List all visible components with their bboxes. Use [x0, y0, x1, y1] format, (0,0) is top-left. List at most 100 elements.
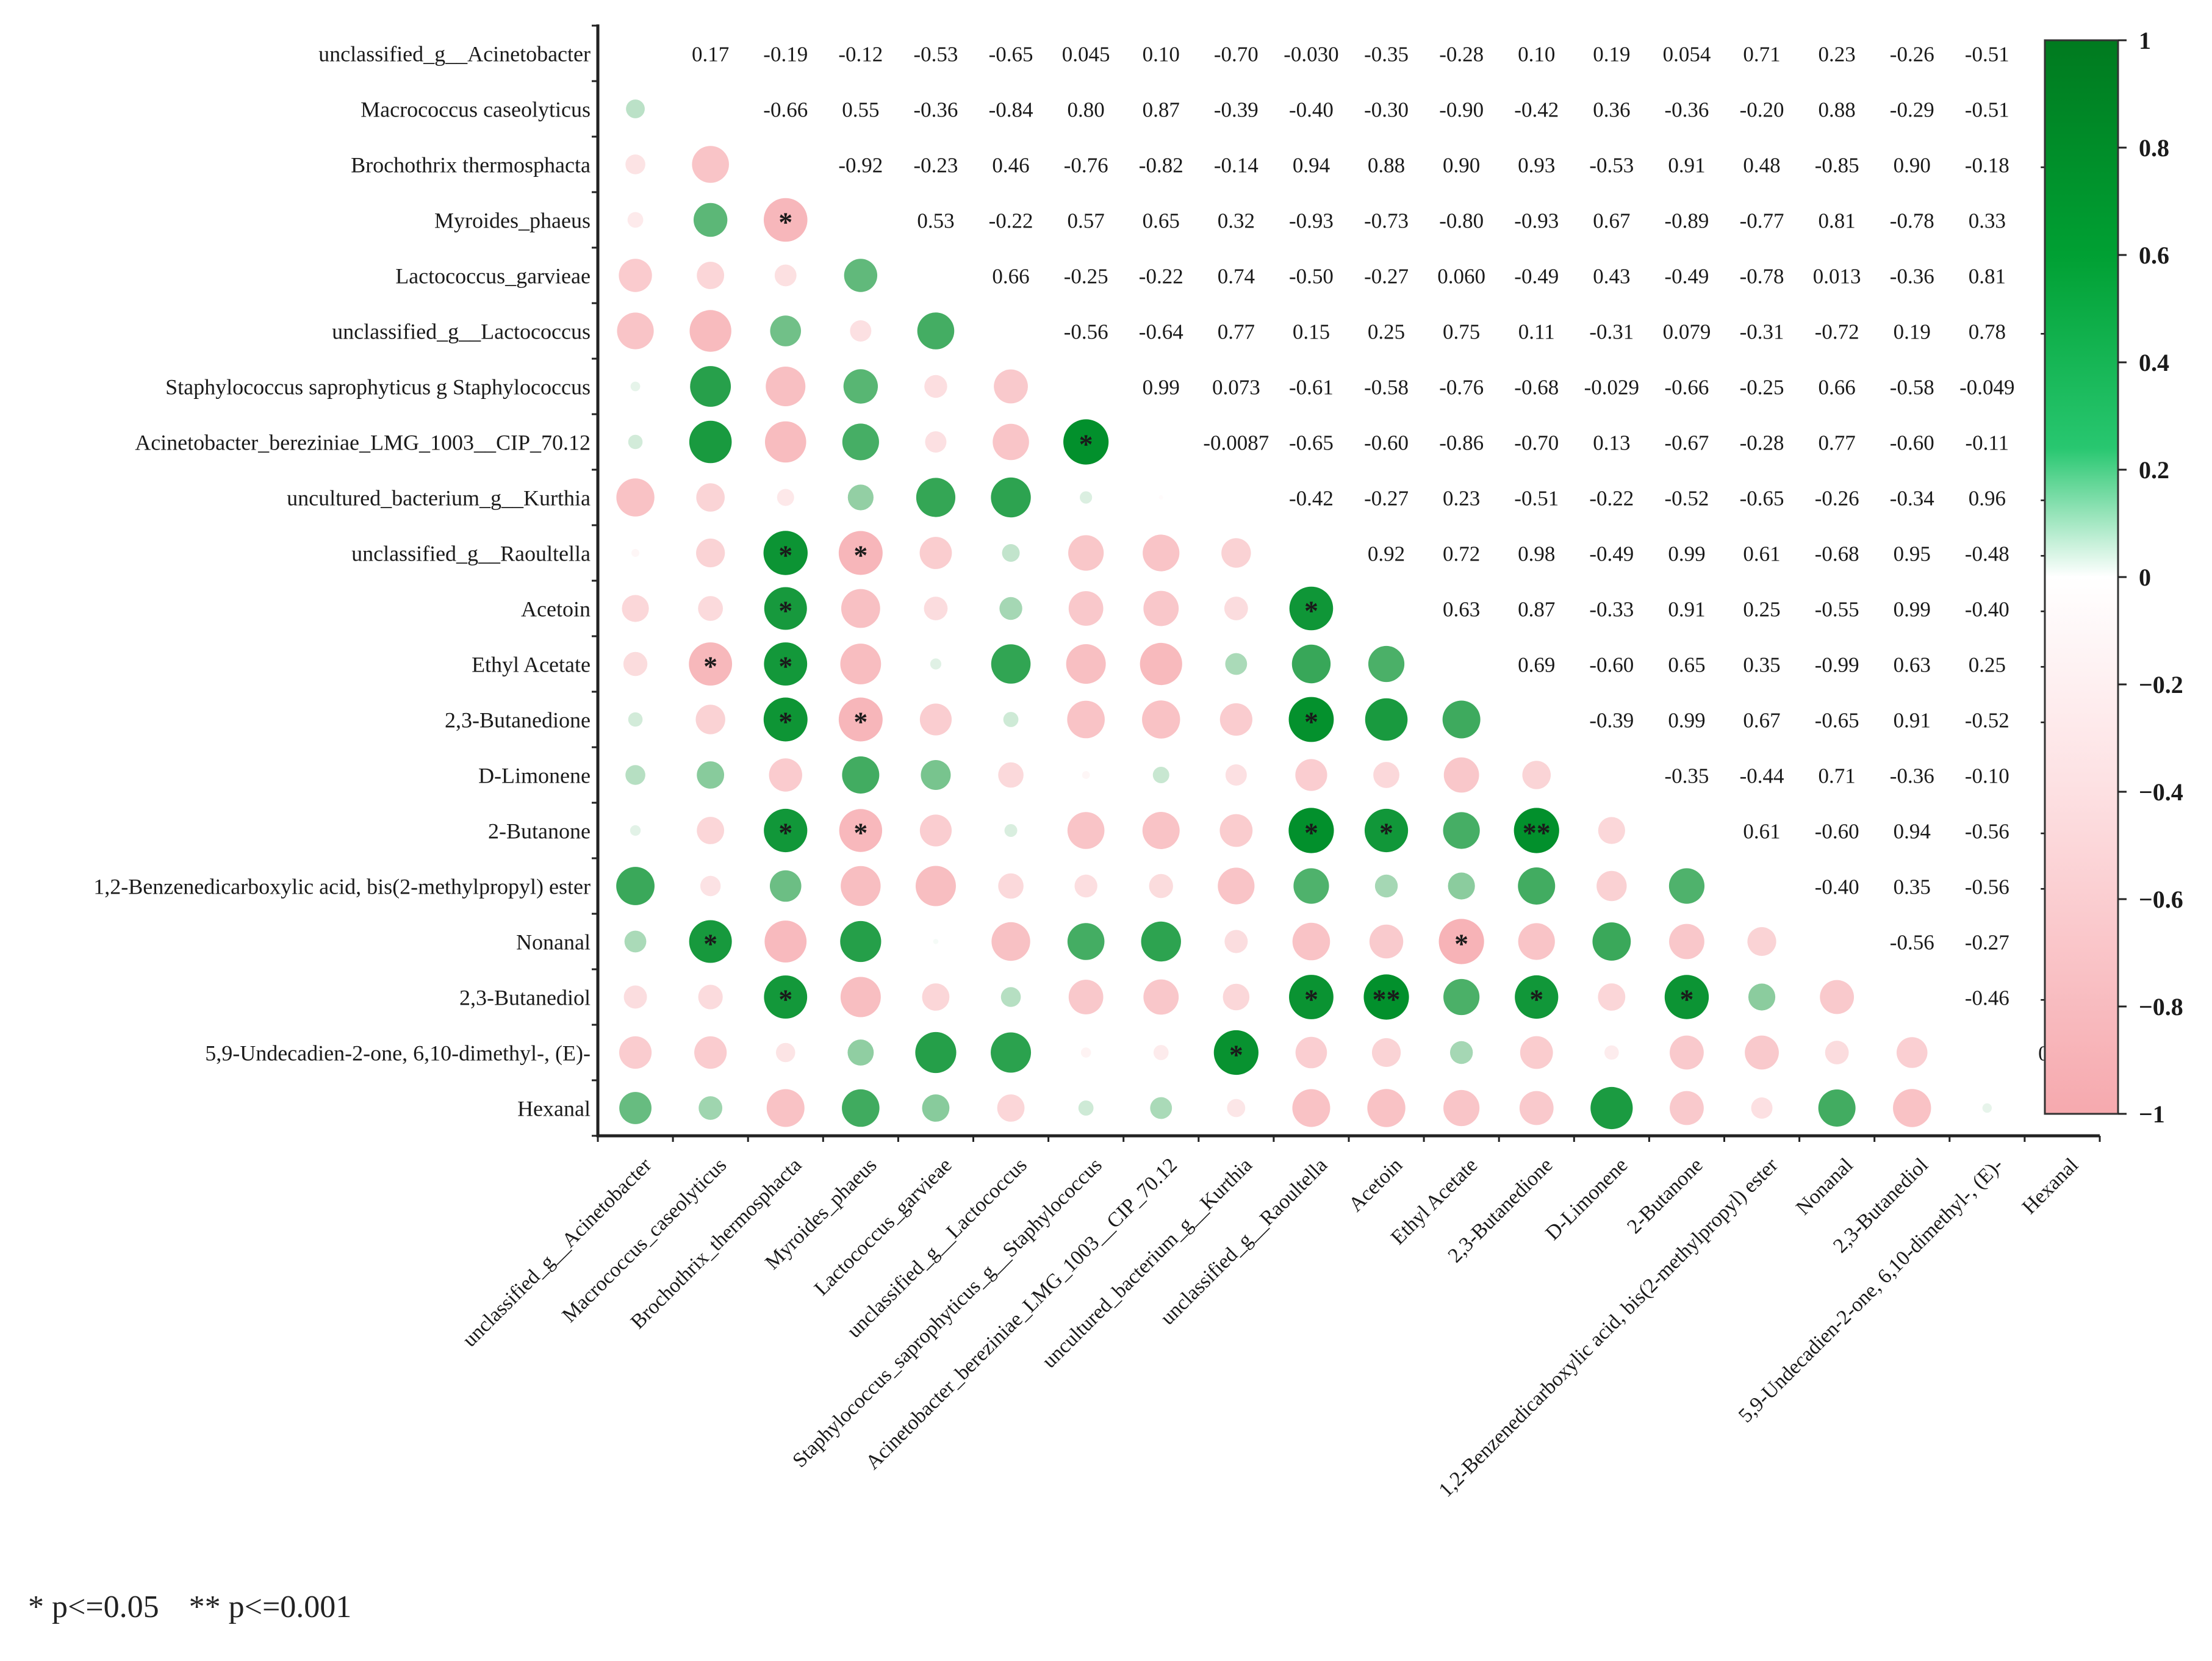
circle-r13-c10 [1373, 762, 1399, 788]
circle-r19-c3 [842, 1089, 880, 1127]
circle-r15-c6 [1074, 874, 1097, 898]
value-r9-c13: -0.49 [1589, 542, 1634, 566]
value-r12-c16: -0.65 [1815, 709, 1859, 733]
circle-r13-c9 [1295, 759, 1327, 791]
circle-r12-c4 [919, 703, 952, 736]
value-r1-c13: 0.36 [1593, 98, 1630, 122]
circle-r11-c8 [1225, 653, 1248, 675]
circle-r18-c8 [1213, 1030, 1259, 1075]
circle-r5-c2 [770, 315, 802, 346]
value-r3-c4: 0.53 [917, 209, 954, 233]
circle-r12-c2 [763, 697, 808, 742]
value-r1-c10: -0.30 [1364, 98, 1409, 122]
circle-r17-c12 [1515, 975, 1559, 1019]
row-label-myroides-phaeus: Myroides_phaeus [434, 209, 591, 233]
circle-r17-c4 [922, 983, 950, 1011]
circle-r10-c9 [1289, 586, 1334, 631]
value-r12-c14: 0.99 [1668, 709, 1705, 733]
circle-r13-c7 [1152, 767, 1169, 783]
value-r7-c8: -0.0087 [1203, 431, 1269, 455]
value-r9-c15: 0.61 [1743, 542, 1780, 566]
circle-r14-c4 [919, 814, 952, 847]
value-r0-c10: -0.35 [1364, 43, 1409, 66]
circle-r19-c16 [1818, 1089, 1856, 1127]
colorbar-tick-label: −0.2 [2139, 671, 2183, 698]
circle-r15-c13 [1596, 870, 1627, 902]
circle-r18-c7 [1153, 1045, 1169, 1060]
circle-r9-c4 [919, 537, 952, 569]
value-r2-c17: 0.90 [1894, 154, 1931, 178]
circle-r17-c7 [1143, 979, 1179, 1015]
circle-r12-c6 [1067, 700, 1105, 739]
circle-r19-c5 [997, 1094, 1025, 1122]
circle-r17-c16 [1820, 980, 1855, 1014]
value-r1-c17: -0.29 [1890, 98, 1934, 122]
circle-r5-c3 [850, 320, 872, 342]
value-r11-c13: -0.60 [1589, 653, 1634, 677]
value-r8-c14: -0.52 [1664, 487, 1709, 511]
value-r13-c18: -0.10 [1965, 764, 2009, 788]
value-r2-c4: -0.23 [913, 154, 958, 178]
value-r7-c14: -0.67 [1664, 431, 1709, 455]
value-r4-c10: -0.27 [1364, 265, 1409, 289]
value-r5-c17: 0.19 [1894, 320, 1931, 344]
value-r9-c17: 0.95 [1894, 542, 1931, 566]
value-r15-c18: -0.56 [1965, 875, 2009, 899]
value-r1-c12: -0.42 [1514, 98, 1559, 122]
circle-r19-c14 [1670, 1091, 1704, 1125]
circle-r18-c6 [1080, 1047, 1091, 1058]
circle-r16-c10 [1369, 924, 1404, 959]
circle-r11-c4 [930, 658, 942, 670]
value-r2-c6: -0.76 [1064, 154, 1108, 178]
circle-r16-c9 [1292, 922, 1330, 961]
sig-mark-r3-c2: * [778, 207, 792, 238]
circle-r13-c2 [769, 758, 802, 792]
sig-mark-r12-c2: * [778, 706, 792, 737]
circle-r14-c13 [1598, 817, 1625, 844]
sig-mark-r7-c6: * [1079, 429, 1093, 460]
circle-r18-c3 [847, 1039, 874, 1066]
circle-r11-c3 [840, 644, 882, 684]
circle-r18-c1 [694, 1036, 727, 1069]
value-r3-c16: 0.81 [1819, 209, 1856, 233]
circle-r19-c7 [1150, 1097, 1172, 1119]
value-r0-c12: 0.10 [1518, 43, 1555, 66]
value-r7-c15: -0.28 [1740, 431, 1784, 455]
circle-r13-c5 [998, 762, 1024, 788]
value-r15-c16: -0.40 [1815, 875, 1859, 899]
value-r4-c6: -0.25 [1064, 265, 1108, 289]
circle-r16-c8 [1224, 930, 1248, 953]
circle-r15-c2 [769, 870, 802, 902]
circle-r18-c16 [1825, 1041, 1849, 1064]
value-r1-c11: -0.90 [1439, 98, 1484, 122]
circle-r10-c1 [698, 596, 724, 621]
value-r9-c16: -0.68 [1815, 542, 1859, 566]
value-r0-c5: -0.65 [989, 43, 1033, 66]
col-label-acetoin: Acetoin [1345, 1153, 1407, 1216]
value-r0-c2: -0.19 [763, 43, 808, 66]
circle-r19-c6 [1078, 1100, 1094, 1116]
circle-r17-c0 [623, 985, 647, 1009]
value-r4-c8: 0.74 [1218, 265, 1255, 289]
value-r10-c17: 0.99 [1894, 598, 1931, 622]
value-r5-c11: 0.75 [1443, 320, 1480, 344]
sig-mark-r9-c3: * [853, 540, 867, 571]
circle-r17-c8 [1223, 983, 1250, 1011]
circle-r18-c0 [619, 1036, 652, 1069]
circle-r19-c18 [1982, 1103, 1992, 1113]
circle-r15-c11 [1448, 872, 1475, 900]
circle-r10-c7 [1143, 590, 1179, 626]
col-label-1-2-benzenedicarboxylic-acid-bis-2-methylpropyl-ester: 1,2-Benzenedicarboxylic acid, bis(2-meth… [1434, 1153, 1783, 1502]
circle-r14-c7 [1142, 812, 1180, 849]
value-r9-c11: 0.72 [1443, 542, 1480, 566]
circle-r15-c3 [841, 866, 881, 906]
value-r4-c7: -0.22 [1139, 265, 1183, 289]
value-r3-c18: 0.33 [1969, 209, 2006, 233]
sig-mark-r17-c2: * [778, 984, 792, 1015]
sig-mark-r17-c12: * [1529, 984, 1543, 1015]
circle-r9-c1 [696, 538, 725, 568]
sig-mark-r18-c8: * [1229, 1039, 1243, 1071]
circle-r15-c7 [1149, 874, 1173, 899]
value-r6-c8: 0.073 [1212, 376, 1260, 400]
circle-r9-c8 [1221, 538, 1251, 568]
